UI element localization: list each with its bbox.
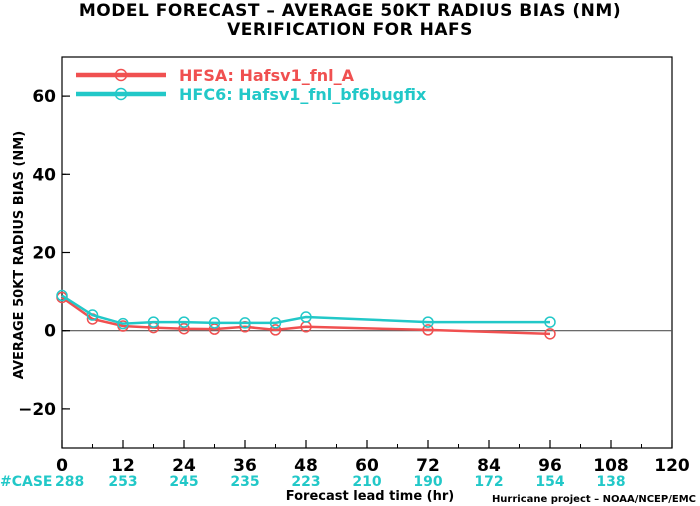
data-point [544,316,556,328]
y-axis-label: AVERAGE 50KT RADIUS BIAS (NM) [12,131,27,379]
data-point [56,289,68,302]
x-tick-label: 108 [593,456,629,476]
data-point [544,328,556,340]
case-count: 235 [230,474,259,490]
case-count: 172 [474,474,503,490]
data-point [147,316,160,328]
y-tick-label: 60 [32,87,56,107]
case-count: 223 [291,474,320,490]
case-count: 245 [169,474,198,490]
y-tick-label: 0 [44,322,56,342]
chart-title: MODEL FORECAST – AVERAGE 50KT RADIUS BIA… [78,1,622,21]
series-line-2 [61,294,550,325]
case-label: #CASE [0,474,53,490]
legend-marker-2 [114,87,128,101]
x-tick-label: 120 [654,456,690,476]
credit-text: Hurricane project – NOAA/NCEP/EMC [492,494,696,505]
data-point [422,324,434,336]
chart-subtitle: VERIFICATION FOR HAFS [227,20,473,40]
x-tick-label: 72 [416,456,440,476]
x-tick-label: 48 [294,456,318,476]
case-count: 154 [535,474,564,490]
x-tick-label: 60 [355,456,379,476]
data-point [269,324,282,336]
data-point [239,317,251,329]
legend-label-2: HFC6: Hafsv1_fnl_bf6bugfix [179,85,427,104]
data-point [269,317,282,329]
y-tick-label: 40 [32,165,56,185]
x-axis-label: Forecast lead time (hr) [286,489,454,504]
x-tick-label: 36 [233,456,257,476]
x-tick-label: 96 [538,456,562,476]
case-count: 253 [108,474,137,490]
plot-frame [61,56,673,449]
series-line-1 [61,296,551,336]
data-point [117,317,129,330]
data-point [422,316,434,328]
case-count: 210 [352,474,381,490]
y-tick-label: −20 [18,400,56,420]
legend-label-1: HFSA: Hafsv1_fnl_A [179,66,355,85]
data-point [208,323,221,335]
x-tick-label: 24 [172,456,196,476]
data-point [208,317,221,329]
legend-marker-1 [114,68,128,82]
data-point [86,309,99,321]
data-point [178,322,190,335]
x-tick-label: 84 [477,456,501,476]
y-tick-label: 20 [32,244,56,264]
case-count: 190 [413,474,442,490]
x-tick-label: 0 [56,456,68,476]
data-point [300,311,312,323]
case-count: 138 [596,474,625,490]
x-tick-label: 12 [111,456,135,476]
case-count: 288 [55,474,84,490]
data-point [178,316,190,328]
